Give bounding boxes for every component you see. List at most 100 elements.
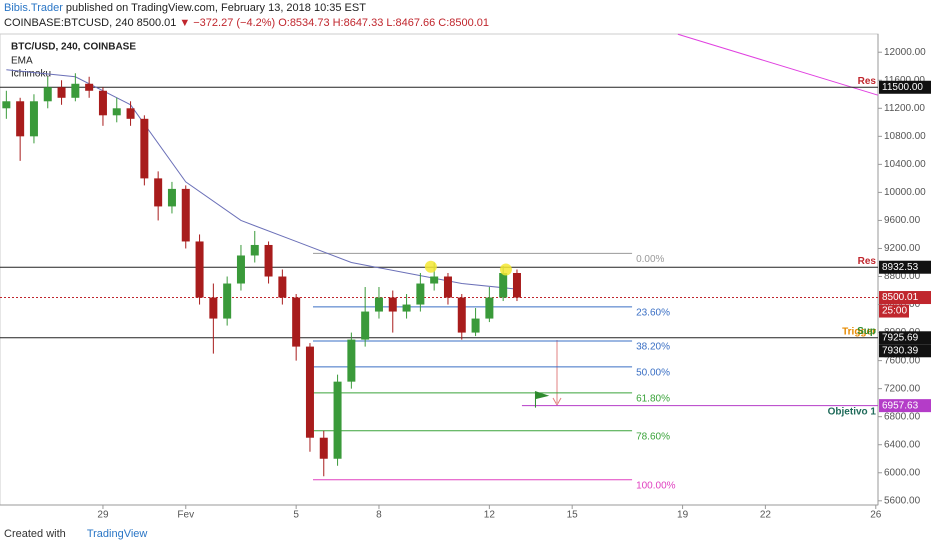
fib-label: 38.20% bbox=[636, 342, 670, 353]
plot-area bbox=[0, 33, 879, 506]
candle-body bbox=[347, 339, 356, 382]
x-tick-label: 29 bbox=[97, 510, 109, 521]
candle-body bbox=[292, 297, 301, 347]
candle-body bbox=[236, 255, 245, 284]
price-box-label: 11500.00 bbox=[882, 82, 923, 93]
candle-body bbox=[374, 297, 383, 312]
trendline bbox=[677, 33, 879, 96]
low: L:8467.66 bbox=[386, 17, 436, 29]
marker bbox=[499, 263, 512, 276]
indicator: Ichimoku bbox=[11, 69, 51, 80]
y-tick-label: 6000.00 bbox=[884, 467, 921, 478]
candle-body bbox=[443, 276, 452, 298]
candle-body bbox=[278, 276, 287, 298]
y-tick-label: 8800.00 bbox=[884, 271, 921, 282]
y-tick-label: 10400.00 bbox=[884, 159, 926, 170]
countdown-box bbox=[879, 304, 909, 318]
candle-body bbox=[457, 297, 466, 333]
countdown: 25:00 bbox=[882, 306, 907, 317]
candle-body bbox=[98, 90, 107, 116]
candle-body bbox=[223, 283, 232, 319]
price-box bbox=[879, 291, 931, 305]
brand[interactable]: TradingView bbox=[86, 528, 148, 540]
open: O:8534.73 bbox=[278, 17, 330, 29]
candle-body bbox=[154, 178, 163, 207]
candle-body bbox=[416, 283, 425, 305]
fib-label: 23.60% bbox=[636, 307, 670, 318]
price-box-label: 8500.01 bbox=[882, 292, 919, 303]
x-tick-label: 15 bbox=[567, 510, 579, 521]
price-box-label: 6957.63 bbox=[882, 400, 919, 411]
x-tick-label: 26 bbox=[870, 510, 882, 521]
y-tick-label: 5600.00 bbox=[884, 495, 921, 506]
price-box bbox=[879, 331, 931, 345]
candle-body bbox=[85, 83, 94, 91]
level-name: Sup bbox=[857, 326, 876, 337]
objective-name: Objetivo 1 bbox=[828, 406, 877, 417]
author[interactable]: Bibis.Trader bbox=[4, 2, 63, 14]
candle-body bbox=[16, 101, 25, 137]
candle-body bbox=[126, 108, 135, 119]
y-tick-label: 12000.00 bbox=[884, 47, 926, 58]
close: C:8500.01 bbox=[438, 17, 490, 29]
x-tick-label: 19 bbox=[677, 510, 689, 521]
candle-body bbox=[471, 318, 480, 333]
price-box bbox=[879, 399, 931, 413]
x-tick-label: 22 bbox=[760, 510, 772, 521]
last: 8500.01 bbox=[136, 17, 177, 29]
y-tick-label: 10000.00 bbox=[884, 187, 926, 198]
candle-body bbox=[57, 87, 66, 98]
fib-label: 0.00% bbox=[636, 254, 664, 265]
candle-body bbox=[2, 101, 11, 109]
level-name: Res bbox=[858, 76, 877, 87]
marker bbox=[424, 260, 437, 273]
flag bbox=[534, 390, 550, 408]
publish-line: Bibis.Trader published on TradingView.com… bbox=[4, 2, 369, 14]
candle-body bbox=[71, 83, 80, 98]
chart: BTC/USD, 240, COINBASE EMA Ichimoku 5600… bbox=[0, 33, 931, 521]
fib-label: 61.80% bbox=[636, 393, 670, 404]
candle-body bbox=[361, 311, 370, 340]
price-box bbox=[879, 344, 931, 358]
symbol: COINBASE:BTCUSD, 240 bbox=[4, 17, 134, 29]
price-box bbox=[879, 80, 931, 94]
candle-body bbox=[430, 276, 439, 284]
candle-body bbox=[250, 244, 259, 256]
y-tick-label: 11200.00 bbox=[884, 103, 925, 114]
created: Created with bbox=[4, 528, 66, 540]
quote-line: COINBASE:BTCUSD, 240 8500.01 ▼ −372.27 (−4.… bbox=[4, 17, 492, 29]
price-box-label: 8932.53 bbox=[882, 262, 919, 273]
y-tick-label: 7200.00 bbox=[884, 383, 921, 394]
y-tick-label: 9200.00 bbox=[884, 243, 921, 254]
high: H:8647.33 bbox=[332, 17, 384, 29]
fib-label: 50.00% bbox=[636, 368, 670, 379]
candle-body bbox=[264, 244, 273, 277]
fib-label: 78.60% bbox=[636, 431, 670, 442]
candle-body bbox=[512, 273, 521, 298]
arrow: ▼ bbox=[179, 17, 191, 29]
level-name: Trigger bbox=[842, 326, 876, 337]
x-tick-label: 12 bbox=[484, 510, 496, 521]
candle-body bbox=[388, 297, 397, 312]
candle-body bbox=[333, 381, 342, 459]
indicator: EMA bbox=[11, 56, 33, 67]
candle-body bbox=[181, 188, 190, 242]
y-tick-label: 11600.00 bbox=[884, 75, 925, 86]
published: published on TradingView.com, February 1… bbox=[65, 2, 366, 14]
price-box-label: 7930.39 bbox=[882, 345, 919, 356]
candle-body bbox=[402, 304, 411, 312]
candle-body bbox=[499, 273, 508, 298]
change: −372.27 (−4.2%) bbox=[193, 17, 276, 29]
arrow-head bbox=[552, 397, 562, 407]
candle-body bbox=[43, 87, 52, 102]
level-name: Res bbox=[858, 256, 877, 267]
footer: Created with TradingView bbox=[4, 528, 147, 540]
candle-body bbox=[195, 241, 204, 298]
price-box bbox=[879, 260, 931, 274]
y-tick-label: 10800.00 bbox=[884, 131, 926, 142]
candle-body bbox=[140, 118, 149, 179]
fib-label: 100.00% bbox=[636, 480, 676, 491]
y-tick-label: 6800.00 bbox=[884, 411, 921, 422]
candle-body bbox=[112, 108, 121, 116]
